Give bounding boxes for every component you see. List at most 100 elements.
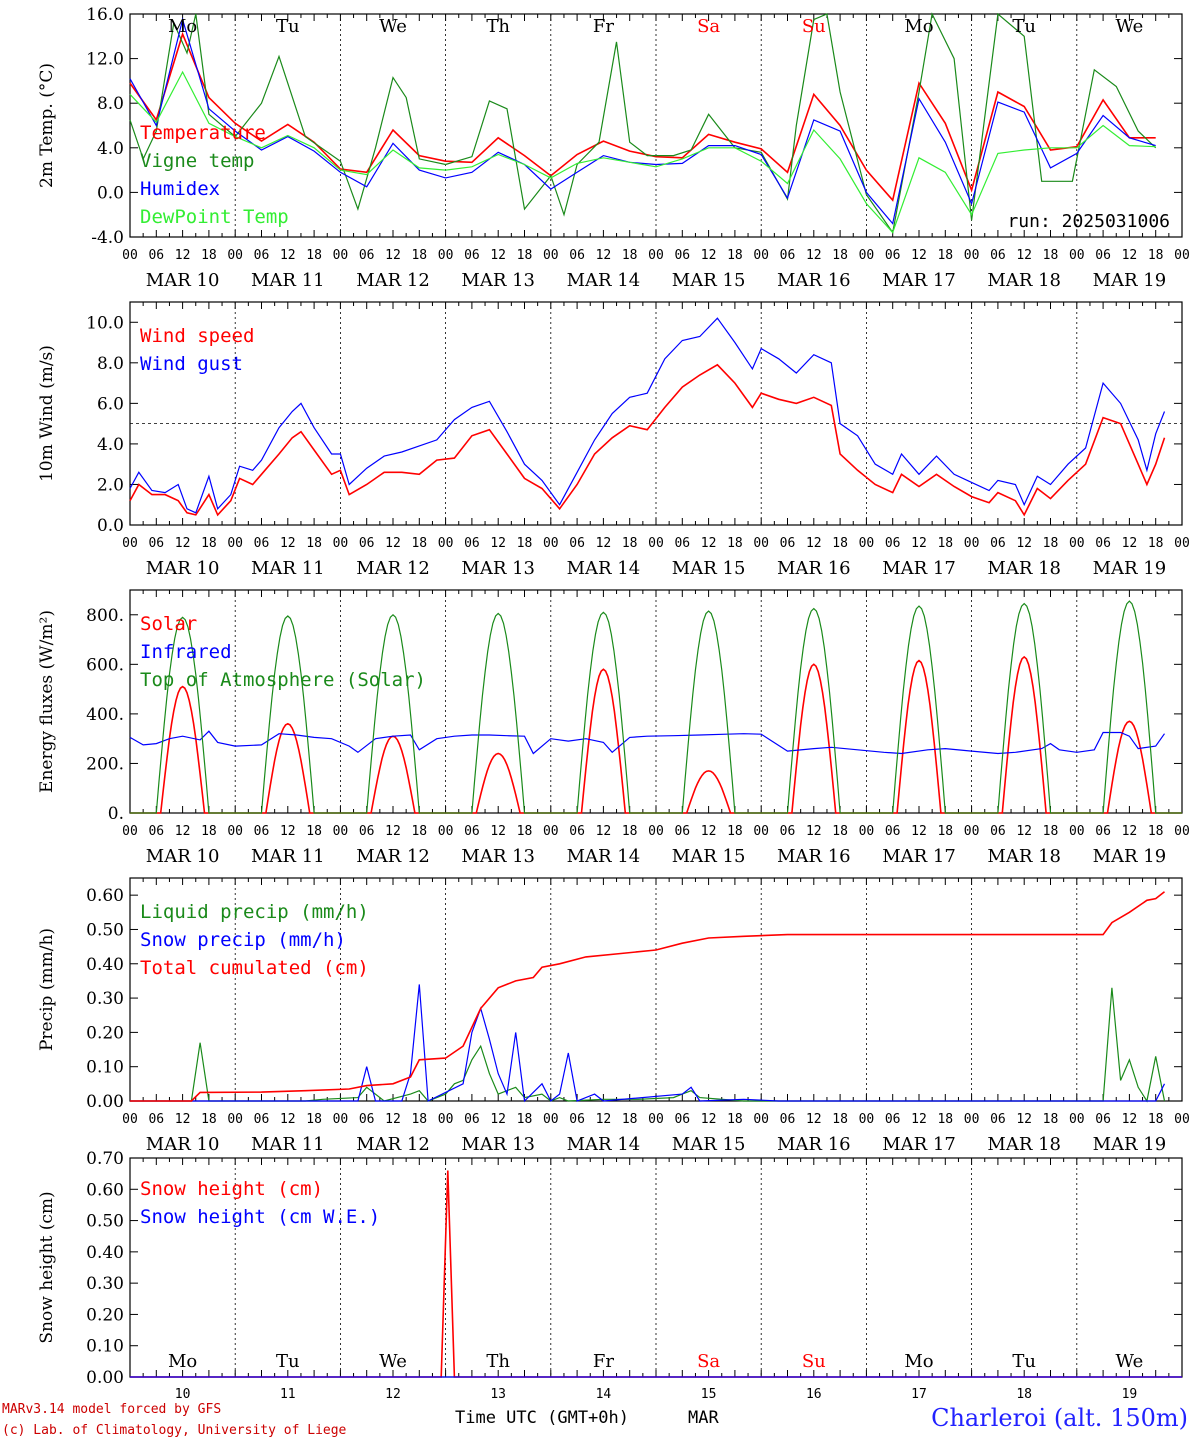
hour-tick-label: 00 — [438, 536, 454, 551]
series-line-infrared — [129, 730, 1165, 755]
hour-tick-label: 12 — [806, 1112, 822, 1127]
date-label: MAR 14 — [567, 558, 641, 579]
y-tick-label: 6.0 — [97, 394, 124, 414]
weekday-label: Mo — [904, 16, 933, 37]
hour-tick-label: 12 — [1016, 824, 1032, 839]
series-line-top-of-atmosphere-solar- — [130, 600, 1182, 814]
date-label: MAR 18 — [987, 270, 1061, 291]
hour-tick-label: 12 — [1122, 248, 1138, 263]
hour-tick-label: 18 — [1043, 1112, 1059, 1127]
hour-tick-label: 00 — [859, 248, 875, 263]
day-number-label: 10 — [175, 1387, 191, 1402]
date-label: MAR 19 — [1093, 1134, 1167, 1155]
date-label: MAR 17 — [882, 558, 956, 579]
hour-tick-label: 12 — [385, 536, 401, 551]
date-label: MAR 16 — [777, 270, 851, 291]
hour-tick-label: 12 — [280, 1112, 296, 1127]
hour-tick-label: 00 — [1069, 536, 1085, 551]
legend-entry: Total cumulated (cm) — [140, 957, 369, 979]
date-label: MAR 15 — [672, 1134, 746, 1155]
hour-tick-label: 00 — [543, 1112, 559, 1127]
hour-tick-label: 06 — [569, 536, 585, 551]
hour-tick-label: 00 — [964, 1112, 980, 1127]
hour-tick-label: 06 — [1095, 824, 1111, 839]
date-label: MAR 17 — [882, 270, 956, 291]
hour-tick-label: 12 — [911, 1112, 927, 1127]
y-tick-label: 0.0 — [97, 183, 124, 203]
hour-tick-label: 12 — [911, 536, 927, 551]
hour-tick-label: 00 — [122, 824, 138, 839]
date-label: MAR 18 — [987, 846, 1061, 867]
hour-tick-label: 18 — [937, 824, 953, 839]
hour-tick-label: 00 — [227, 536, 243, 551]
date-label: MAR 12 — [356, 1134, 430, 1155]
hour-tick-label: 18 — [727, 824, 743, 839]
hour-tick-label: 12 — [385, 248, 401, 263]
hour-tick-label: 18 — [517, 1112, 533, 1127]
y-tick-label: 200. — [86, 754, 124, 774]
hour-tick-label: 12 — [596, 824, 612, 839]
y-axis-label: 10m Wind (m/s) — [37, 345, 57, 482]
time-axis-label: Time UTC (GMT+0h) — [455, 1408, 629, 1428]
series-line-liquid-precip-mm-h- — [130, 987, 1166, 1103]
day-number-label: 14 — [596, 1387, 612, 1402]
hour-tick-label: 00 — [859, 536, 875, 551]
weekday-label: We — [1116, 1351, 1144, 1372]
weekday-label: We — [1116, 16, 1144, 37]
hour-tick-label: 06 — [674, 824, 690, 839]
hour-tick-label: 18 — [411, 1112, 427, 1127]
date-label: MAR 13 — [461, 846, 535, 867]
hour-tick-label: 06 — [464, 824, 480, 839]
date-label: MAR 14 — [567, 1134, 641, 1155]
date-label: MAR 16 — [777, 846, 851, 867]
hour-tick-label: 18 — [201, 248, 217, 263]
hour-tick-label: 12 — [596, 1112, 612, 1127]
weekday-label: We — [379, 1351, 407, 1372]
hour-tick-label: 18 — [201, 536, 217, 551]
weekday-label: Th — [486, 16, 510, 37]
legend-entry: Liquid precip (mm/h) — [140, 901, 369, 923]
hour-tick-label: 12 — [280, 824, 296, 839]
date-label: MAR 19 — [1093, 846, 1167, 867]
date-label: MAR 10 — [146, 1134, 220, 1155]
y-tick-label: 8.0 — [97, 94, 124, 114]
footer: MARv3.14 model forced by GFS (c) Lab. of… — [2, 1402, 1188, 1438]
hour-tick-label: 06 — [780, 824, 796, 839]
hour-tick-label: 00 — [333, 536, 349, 551]
y-tick-label: 0.00 — [86, 1368, 124, 1388]
hour-tick-label: 06 — [359, 824, 375, 839]
hour-tick-label: 00 — [122, 1112, 138, 1127]
hour-tick-label: 12 — [385, 824, 401, 839]
legend-entry: Snow height (cm W.E.) — [140, 1206, 380, 1228]
hour-tick-label: 18 — [517, 824, 533, 839]
weekday-label: Mo — [168, 1351, 197, 1372]
date-label: MAR 16 — [777, 1134, 851, 1155]
weekday-label: Tu — [276, 1351, 300, 1372]
hour-tick-label: 06 — [780, 248, 796, 263]
legend-entry: Infrared — [140, 641, 232, 663]
hour-tick-label: 00 — [648, 1112, 664, 1127]
series-line-humidex — [129, 17, 1156, 225]
weekday-label: Su — [802, 16, 826, 37]
series-line-wind-gust — [129, 317, 1166, 514]
y-tick-label: 0.40 — [86, 1243, 124, 1263]
y-tick-label: 10.0 — [86, 313, 124, 333]
hour-tick-label: 12 — [911, 824, 927, 839]
hour-tick-label: 06 — [464, 248, 480, 263]
weekday-label: Su — [802, 1351, 826, 1372]
hour-tick-label: 06 — [359, 536, 375, 551]
hour-tick-label: 00 — [1174, 1112, 1190, 1127]
hour-tick-label: 06 — [569, 824, 585, 839]
date-label: MAR 11 — [251, 1134, 325, 1155]
chart-panel-4: 0.00 0.10 0.20 0.30 0.40 0.50 0.60 Precip (mm/h… — [37, 877, 1190, 1155]
date-label: MAR 10 — [146, 558, 220, 579]
hour-tick-label: 06 — [990, 248, 1006, 263]
series-line-dewpoint-temp — [129, 70, 1156, 234]
date-label: MAR 18 — [987, 1134, 1061, 1155]
series-line-vigne-temp — [129, 12, 1157, 235]
y-tick-label: 2.0 — [97, 475, 124, 495]
hour-tick-label: 18 — [1148, 824, 1164, 839]
weekday-label: Mo — [168, 16, 197, 37]
y-tick-label: 400. — [86, 705, 124, 725]
